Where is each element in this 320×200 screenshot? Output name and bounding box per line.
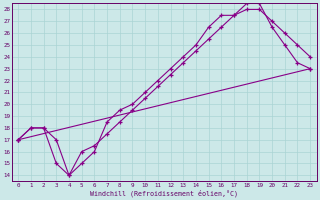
X-axis label: Windchill (Refroidissement éolien,°C): Windchill (Refroidissement éolien,°C) [90,189,238,197]
